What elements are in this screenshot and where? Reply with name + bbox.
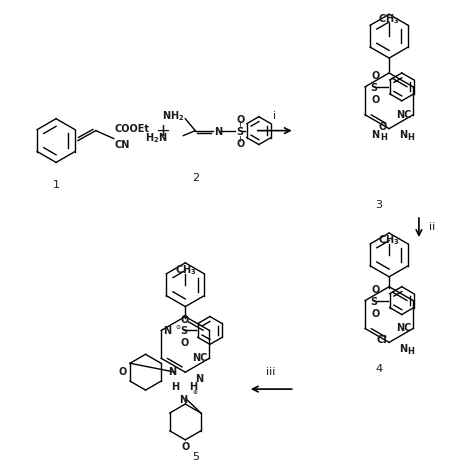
Text: COOEt: COOEt [115,124,150,134]
Text: $\mathbf{H_2N}$: $\mathbf{H_2N}$ [145,132,167,146]
Text: NC: NC [396,323,411,334]
Text: O: O [118,367,127,377]
Text: $\mathbf{N}$: $\mathbf{N}$ [214,125,223,137]
Text: $\mathbf{O}$: $\mathbf{O}$ [371,93,381,105]
Text: $\mathbf{N}$: $\mathbf{N}$ [163,324,173,337]
Text: $\mathbf{O}$: $\mathbf{O}$ [371,307,381,319]
Text: $\mathbf{S}$: $\mathbf{S}$ [180,324,189,337]
Text: $\mathbf{CH_3}$: $\mathbf{CH_3}$ [174,263,196,277]
Text: $\mathbf{O}$: $\mathbf{O}$ [180,337,190,348]
Text: $\mathbf{O}$: $\mathbf{O}$ [371,283,381,295]
Text: 3: 3 [376,200,383,210]
Text: H: H [407,133,414,142]
Text: N: N [399,130,407,140]
Text: $\mathbf{S}$: $\mathbf{S}$ [370,81,378,93]
Text: H: H [171,382,179,392]
Text: $\mathbf{CH_3}$: $\mathbf{CH_3}$ [378,233,400,247]
Text: N: N [168,367,176,377]
Text: $\mathbf{CH_3}$: $\mathbf{CH_3}$ [378,12,400,26]
Text: H: H [407,346,414,356]
Text: $\mathbf{S}$: $\mathbf{S}$ [236,125,245,137]
Text: 1: 1 [53,180,60,190]
Text: i: i [273,111,276,121]
Text: O: O [379,122,387,132]
Text: $^{\ominus}$: $^{\ominus}$ [175,324,182,333]
Text: N: N [371,130,379,140]
Text: $\mathbf{S}$: $\mathbf{S}$ [370,295,378,307]
Text: iii: iii [266,367,275,377]
Text: 2: 2 [191,173,199,183]
Text: Cl: Cl [376,336,387,346]
Text: CN: CN [115,139,130,149]
Text: N: N [179,395,187,405]
Text: $\mathbf{NH_2}$: $\mathbf{NH_2}$ [162,109,184,123]
Text: $\mathbf{O}$: $\mathbf{O}$ [236,113,246,125]
Text: 4: 4 [375,364,383,374]
Text: H: H [189,382,197,392]
Text: $^{\oplus}$: $^{\oplus}$ [192,389,199,398]
Text: $\mathbf{O}$: $\mathbf{O}$ [180,312,190,325]
Text: 5: 5 [192,452,199,462]
Text: ii: ii [429,222,435,232]
Text: N: N [195,374,203,383]
Text: NC: NC [396,109,411,120]
Text: +: + [155,122,170,140]
Text: $\mathbf{O}$: $\mathbf{O}$ [371,69,381,81]
Text: O: O [181,442,190,452]
Text: NC: NC [192,353,208,363]
Text: $\mathbf{O}$: $\mathbf{O}$ [236,137,246,148]
Text: H: H [380,133,387,142]
Text: N: N [399,344,407,354]
